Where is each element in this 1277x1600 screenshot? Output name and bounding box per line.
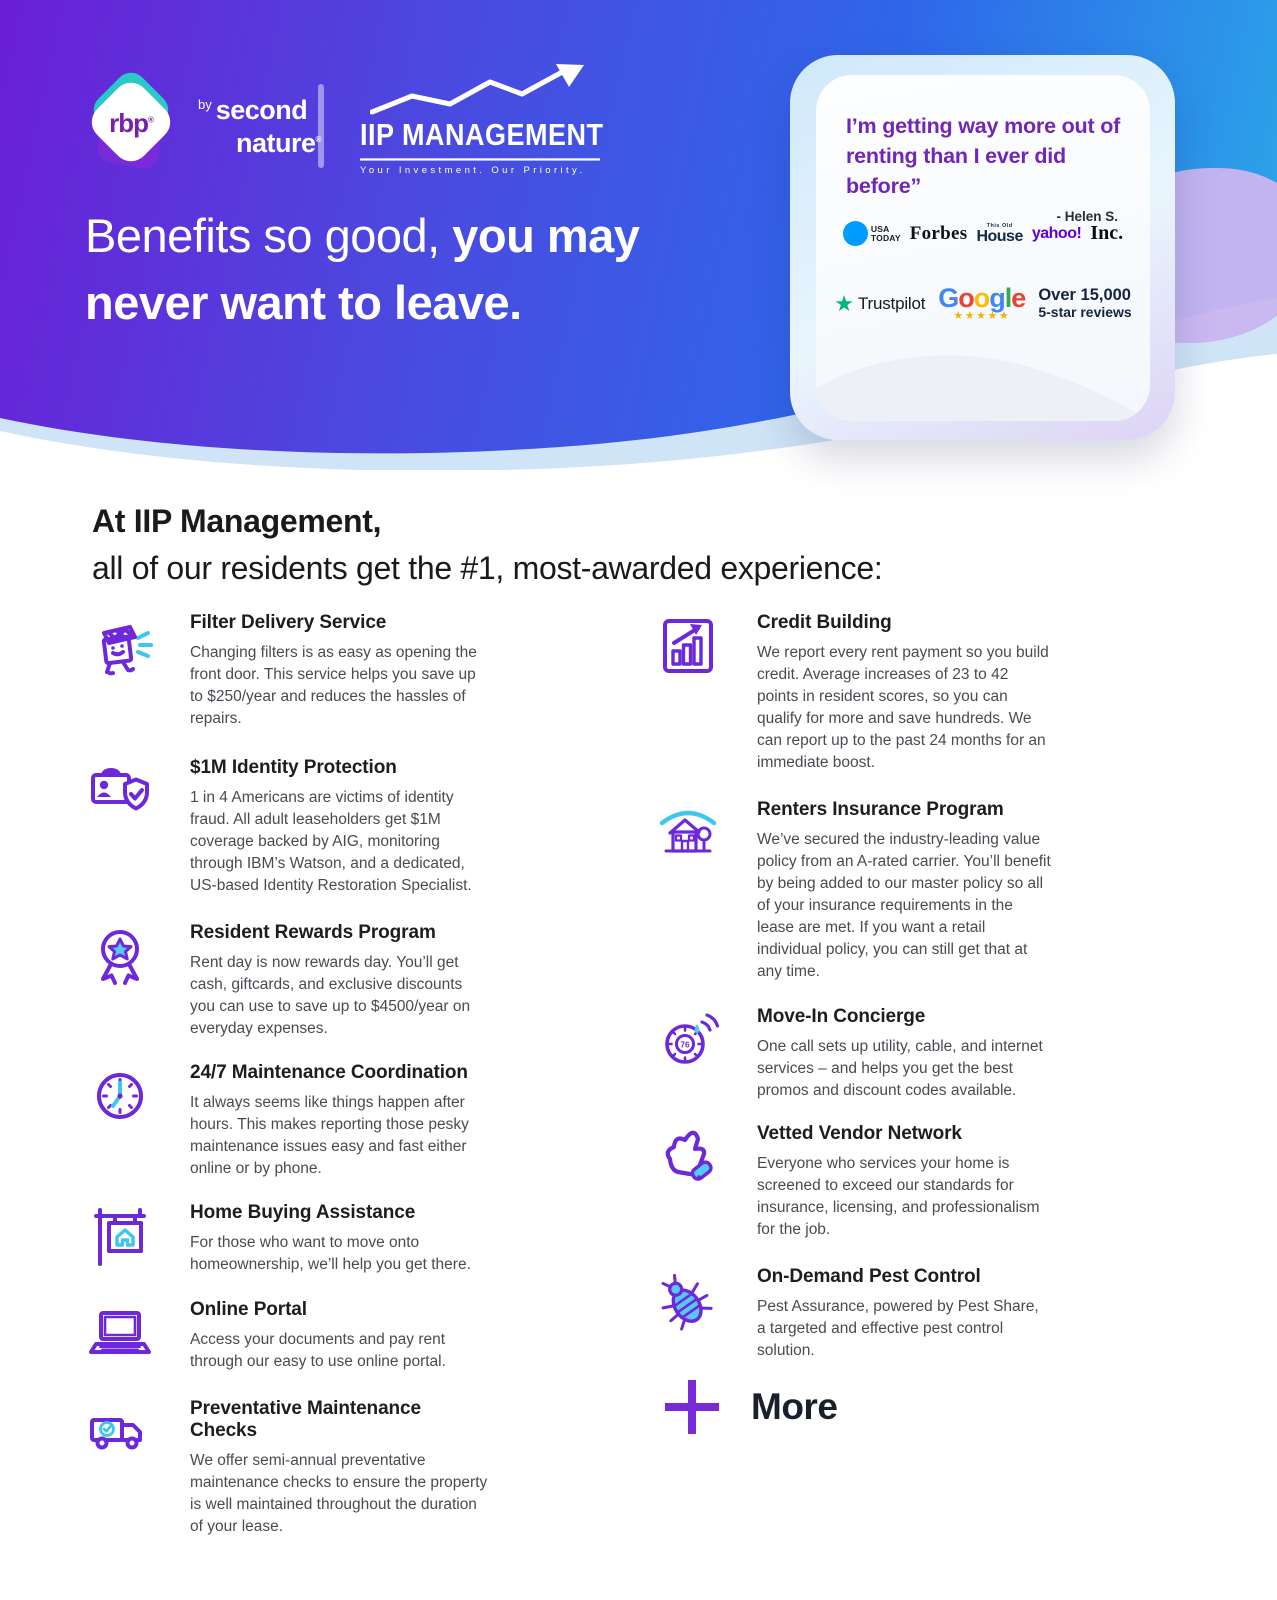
trustpilot-logo: ★ Trustpilot: [834, 290, 926, 316]
google-stars: ★★★★★: [953, 310, 1011, 322]
usa-today-logo: USA TODAY: [842, 221, 901, 246]
testimonial-attribution: - Helen S.: [1056, 209, 1118, 224]
growth-arrow-icon: [370, 64, 584, 115]
press-logos-row: USA TODAY Forbes This Old House yahoo! In…: [816, 221, 1150, 246]
headline: Benefits so good, you may never want to …: [85, 202, 640, 336]
review-count: Over 15,000 5-star reviews: [1038, 285, 1132, 320]
headline-bold-2: never want to leave.: [85, 276, 522, 329]
svg-text:76: 76: [681, 1041, 690, 1050]
second-nature-line1: second: [215, 95, 308, 125]
google-logo: Google ★★★★★: [938, 283, 1026, 322]
thumbs-up-icon: [665, 1130, 713, 1181]
filter-delivery-box-icon: [101, 625, 153, 676]
usa-today-circle-icon: [842, 221, 868, 246]
reviews-row: ★ Trustpilot Google ★★★★★ Over 15,000 5-…: [816, 285, 1150, 322]
testimonial-card-inner: I’m getting way more out of renting than…: [816, 75, 1150, 421]
thermostat-dial-icon: 76: [665, 1013, 720, 1064]
testimonial-card: I’m getting way more out of renting than…: [790, 55, 1175, 440]
more-label: More: [751, 1386, 838, 1427]
iip-management-logo: IIP MANAGEMENT Your Investment. Our Prio…: [360, 62, 603, 176]
iip-logo-tagline: Your Investment. Our Priority.: [360, 165, 586, 176]
second-nature-line2: nature®: [236, 128, 321, 158]
maintenance-truck-icon: [90, 1418, 142, 1450]
more-benefits: More: [663, 1378, 838, 1436]
testimonial-quote: I’m getting way more out of renting than…: [846, 114, 1121, 198]
id-card-shield-icon: [91, 768, 149, 811]
trustpilot-star-icon: ★: [834, 290, 854, 316]
yahoo-logo: yahoo!: [1031, 224, 1082, 242]
award-medal-star-icon: [101, 930, 139, 985]
inc-logo: Inc.: [1090, 222, 1124, 244]
forbes-logo: Forbes: [909, 222, 968, 244]
second-nature-by: by: [198, 97, 212, 112]
home-sale-sign-icon: [94, 1208, 146, 1266]
this-old-house-logo: This Old House: [976, 223, 1023, 245]
card-wave-decoration: [816, 355, 1150, 421]
laptop-icon: [89, 1311, 151, 1354]
logo-divider: [318, 84, 324, 168]
rbp-logo-text: rbp®: [109, 108, 154, 138]
headline-bold-1: you may: [452, 209, 640, 262]
plus-icon: [665, 1380, 719, 1434]
headline-light: Benefits so good,: [85, 209, 453, 262]
credit-chart-icon: [663, 619, 713, 673]
section-title: At IIP Management, all of our residents …: [92, 503, 883, 586]
rbp-logo: rbp®: [84, 66, 178, 172]
insured-house-icon: [659, 810, 717, 853]
second-nature-logo: by second nature®: [198, 92, 321, 160]
iip-logo-name: IIP MANAGEMENT: [360, 118, 603, 161]
bug-icon: [661, 1273, 713, 1331]
clock-icon: [97, 1073, 143, 1119]
